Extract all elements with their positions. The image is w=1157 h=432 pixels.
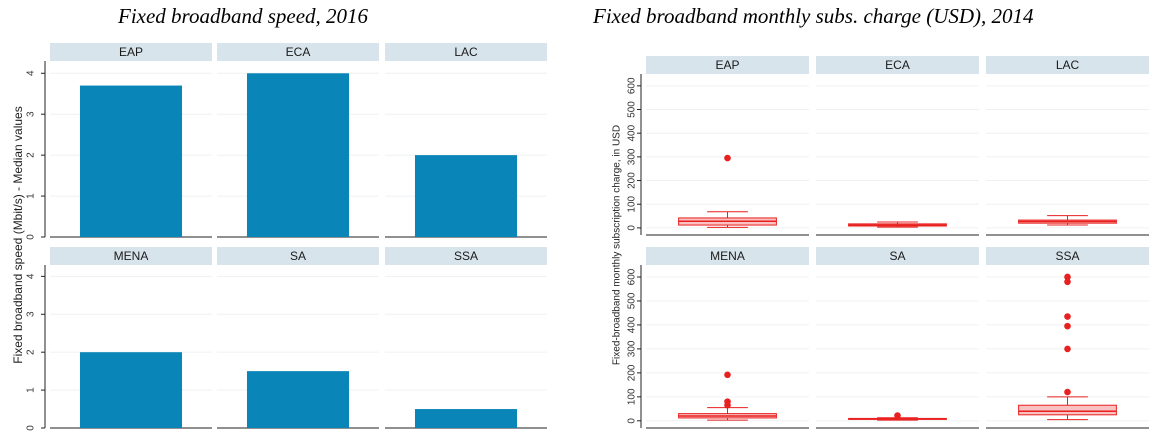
y-tick-label: 1 [26, 193, 37, 199]
outlier-point [724, 398, 731, 405]
outlier-point [724, 154, 731, 162]
y-tick-label: 3 [26, 311, 37, 317]
facet-strip [986, 56, 1149, 74]
facet-strip [986, 247, 1149, 265]
y-axis-title: Fixed broadband speed (Mbit/s) - Median … [11, 106, 25, 363]
bar [79, 352, 183, 428]
facet-label: MENA [710, 249, 745, 263]
facet-label: ECA [286, 45, 311, 59]
y-axis-title: Fixed-broadband monthly subscription cha… [612, 125, 623, 365]
y-tick-label: 600 [627, 77, 638, 94]
facet-label: LAC [454, 45, 478, 59]
y-tick-label: 0 [26, 425, 37, 431]
facet-label: ECA [885, 58, 910, 72]
y-tick-label: 3 [26, 111, 37, 117]
y-tick-label: 100 [627, 388, 638, 405]
outlier-point [1064, 278, 1071, 286]
facet-strip [385, 247, 547, 265]
y-tick-label: 100 [627, 195, 638, 212]
y-tick-label: 500 [627, 292, 638, 309]
box-body [1018, 404, 1117, 416]
y-tick-label: 0 [26, 234, 37, 240]
right-chart-title: Fixed broadband monthly subs. charge (US… [593, 4, 1034, 28]
facet-label: SSA [454, 249, 478, 263]
y-tick-label: 400 [627, 124, 638, 141]
bar [414, 155, 518, 237]
y-tick-label: 0 [627, 418, 638, 424]
y-tick-label: 1 [26, 387, 37, 393]
outlier-point [1064, 322, 1071, 330]
outlier-point [1064, 388, 1071, 396]
facet-label: MENA [114, 249, 149, 263]
y-tick-label: 300 [627, 340, 638, 357]
facet-label: LAC [1056, 58, 1080, 72]
outlier-point [724, 371, 731, 379]
bar [246, 73, 350, 237]
y-tick-label: 4 [26, 70, 37, 76]
outlier-point [894, 412, 901, 419]
facet-strip [385, 43, 547, 61]
outlier-point [1064, 313, 1071, 320]
facet-label: SA [889, 249, 905, 263]
y-tick-label: 0 [627, 225, 638, 231]
facet-label: EAP [119, 45, 143, 59]
y-tick-label: 500 [627, 101, 638, 118]
facet-label: SA [290, 249, 306, 263]
facet-strip [646, 56, 809, 74]
y-tick-label: 600 [627, 268, 638, 285]
bar [414, 409, 518, 428]
facet-strip [816, 247, 979, 265]
y-tick-label: 4 [26, 273, 37, 279]
facet-strip [816, 56, 979, 74]
facet-label: SSA [1055, 249, 1079, 263]
y-tick-label: 2 [26, 349, 37, 355]
y-tick-label: 200 [627, 172, 638, 189]
outlier-point [1064, 273, 1071, 281]
facet-strip [217, 247, 379, 265]
outlier-point [1064, 345, 1071, 353]
bar [246, 371, 350, 428]
y-tick-label: 2 [26, 152, 37, 158]
left-chart-title: Fixed broadband speed, 2016 [118, 4, 369, 28]
facet-strip [646, 247, 809, 265]
facet-strip [50, 43, 212, 61]
y-tick-label: 300 [627, 148, 638, 165]
y-tick-label: 200 [627, 364, 638, 381]
facet-strip [217, 43, 379, 61]
facet-label: EAP [715, 58, 739, 72]
facet-strip [50, 247, 212, 265]
bar [79, 85, 183, 237]
y-tick-label: 400 [627, 316, 638, 333]
